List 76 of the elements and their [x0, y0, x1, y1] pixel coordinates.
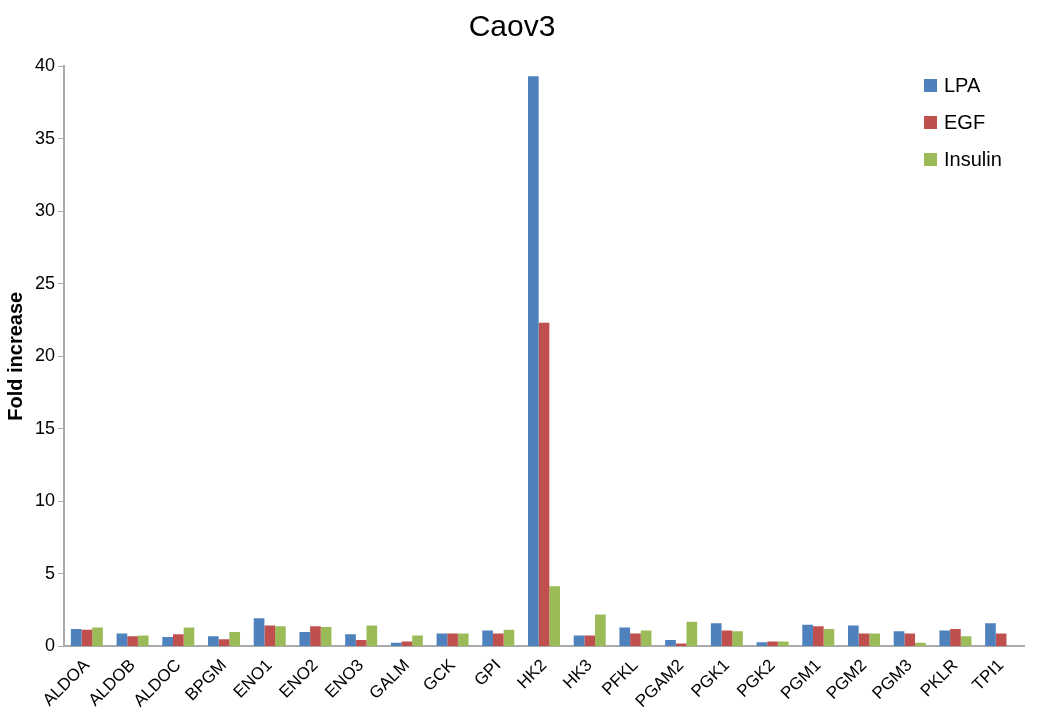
bar	[538, 322, 550, 646]
legend-label: EGF	[944, 110, 986, 133]
bar	[503, 629, 515, 646]
y-axis-title: Fold increase	[3, 291, 26, 421]
bar	[355, 639, 367, 646]
bar	[137, 635, 149, 646]
bar	[802, 624, 813, 646]
bar	[549, 586, 561, 646]
bar	[447, 633, 458, 646]
bar	[116, 633, 128, 646]
bar	[619, 627, 631, 646]
bar	[218, 639, 230, 646]
bar	[436, 633, 448, 646]
bar	[457, 633, 469, 646]
bar	[528, 76, 539, 646]
bar	[412, 635, 423, 646]
y-tick-label: 10	[34, 490, 56, 511]
bar	[756, 642, 768, 646]
bar	[275, 626, 286, 646]
bar	[70, 629, 82, 646]
bar	[812, 626, 824, 646]
bar	[995, 633, 1007, 646]
bar	[253, 618, 265, 646]
bar	[345, 634, 356, 646]
bar	[482, 630, 493, 646]
bar	[732, 631, 743, 646]
bar	[229, 631, 241, 646]
y-tick-label: 15	[34, 417, 56, 438]
bar	[299, 631, 311, 646]
x-tick-label: GPI	[470, 655, 505, 690]
bar	[985, 623, 996, 646]
bar	[893, 631, 905, 646]
bar	[939, 630, 951, 646]
bar	[767, 641, 778, 646]
legend-label: Insulin	[944, 147, 1002, 170]
legend-label: LPA	[944, 73, 981, 96]
bar	[858, 633, 870, 646]
bar	[92, 627, 103, 646]
bar	[320, 626, 332, 646]
bar	[183, 627, 195, 646]
bar	[127, 636, 138, 646]
bar	[390, 642, 402, 646]
y-tick-label: 30	[34, 200, 56, 221]
bar	[81, 629, 93, 646]
bar	[710, 623, 722, 646]
bar	[401, 641, 413, 646]
bar	[595, 614, 606, 646]
bar	[584, 635, 596, 646]
bar	[904, 633, 916, 646]
bar	[950, 629, 961, 646]
y-tick-label: 0	[45, 635, 56, 656]
y-tick-label: 35	[34, 127, 56, 148]
bar	[848, 625, 859, 646]
bar	[630, 633, 641, 646]
y-tick-label: 40	[34, 54, 56, 75]
bar	[172, 634, 184, 646]
chart-title: Caov3	[468, 9, 556, 43]
bar	[721, 630, 733, 646]
bar	[640, 630, 652, 646]
bar	[777, 641, 789, 646]
bar	[686, 621, 698, 646]
bar	[162, 637, 173, 646]
y-tick-label: 20	[34, 345, 56, 366]
bar	[492, 633, 504, 646]
bar	[264, 625, 276, 646]
y-tick-label: 25	[34, 272, 56, 293]
bar	[915, 642, 926, 646]
bar	[960, 636, 972, 646]
bar	[310, 626, 321, 646]
bar	[573, 635, 585, 646]
y-tick-label: 5	[45, 562, 56, 583]
bar	[823, 629, 835, 646]
bar	[208, 636, 219, 646]
bar	[665, 639, 676, 646]
bar	[366, 625, 378, 646]
bar	[869, 633, 880, 646]
